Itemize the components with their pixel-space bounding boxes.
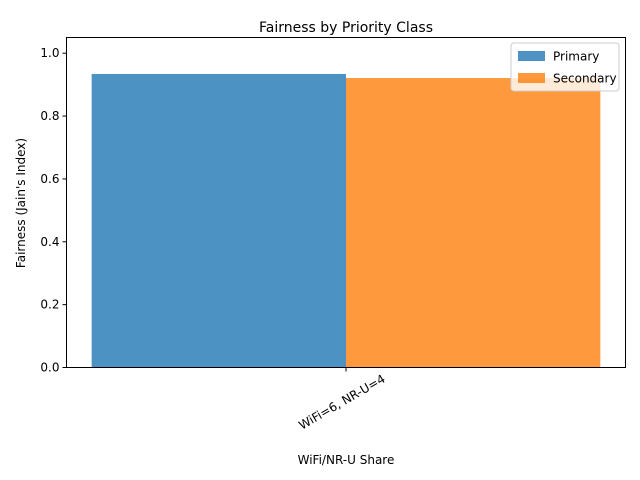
legend-swatch-primary — [518, 51, 545, 61]
y-tick-label: 0.4 — [40, 235, 59, 249]
y-tick-label: 0.8 — [40, 109, 59, 123]
y-tick-label: 1.0 — [40, 46, 59, 60]
bars-group — [91, 73, 601, 368]
bar-primary-0 — [91, 73, 346, 368]
plot-frame — [66, 37, 626, 368]
legend-swatch-secondary — [518, 73, 545, 83]
legend: Primary Secondary — [510, 42, 620, 92]
bar-secondary-0 — [346, 78, 601, 368]
chart-title: Fairness by Priority Class — [259, 20, 433, 36]
y-axis: 0.0 0.2 0.4 0.6 0.8 1.0 — [40, 46, 67, 375]
y-tick-label: 0.0 — [40, 361, 59, 375]
legend-label-primary: Primary — [553, 50, 599, 64]
x-axis-label: WiFi/NR-U Share — [298, 453, 395, 467]
legend-label-secondary: Secondary — [553, 72, 617, 86]
y-tick-label: 0.2 — [40, 298, 59, 312]
y-axis-label: Fairness (Jain's Index) — [14, 138, 28, 268]
y-tick-label: 0.6 — [40, 172, 59, 186]
